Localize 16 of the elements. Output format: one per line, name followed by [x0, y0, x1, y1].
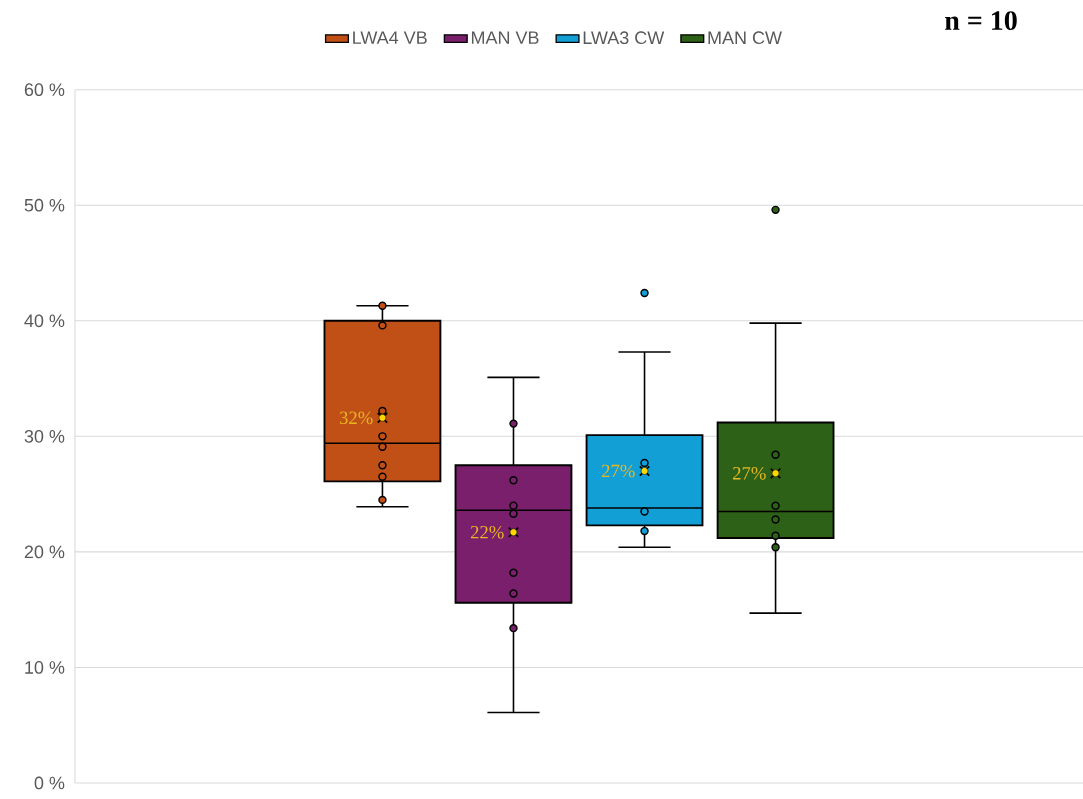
text: 27%	[601, 464, 635, 478]
y-tick-label: 0 %	[34, 776, 65, 790]
legend-label: LWA3 CW	[583, 31, 665, 44]
y-tick-label: 20 %	[24, 545, 65, 559]
y-tick-label: 50 %	[24, 198, 65, 212]
text: 32%	[339, 411, 373, 425]
legend-label: LWA4 VB	[353, 31, 427, 44]
legend-label: MAN VB	[471, 31, 539, 44]
text: 22%	[470, 525, 504, 539]
legend-label: MAN CW	[708, 31, 782, 44]
y-tick-label: 10 %	[25, 660, 65, 674]
text: n = 10	[945, 11, 1017, 30]
text: 27%	[733, 466, 766, 480]
y-tick-label: 30 %	[24, 429, 65, 443]
y-tick-label: 40 %	[24, 314, 65, 327]
y-tick-label: 60 %	[24, 83, 65, 96]
